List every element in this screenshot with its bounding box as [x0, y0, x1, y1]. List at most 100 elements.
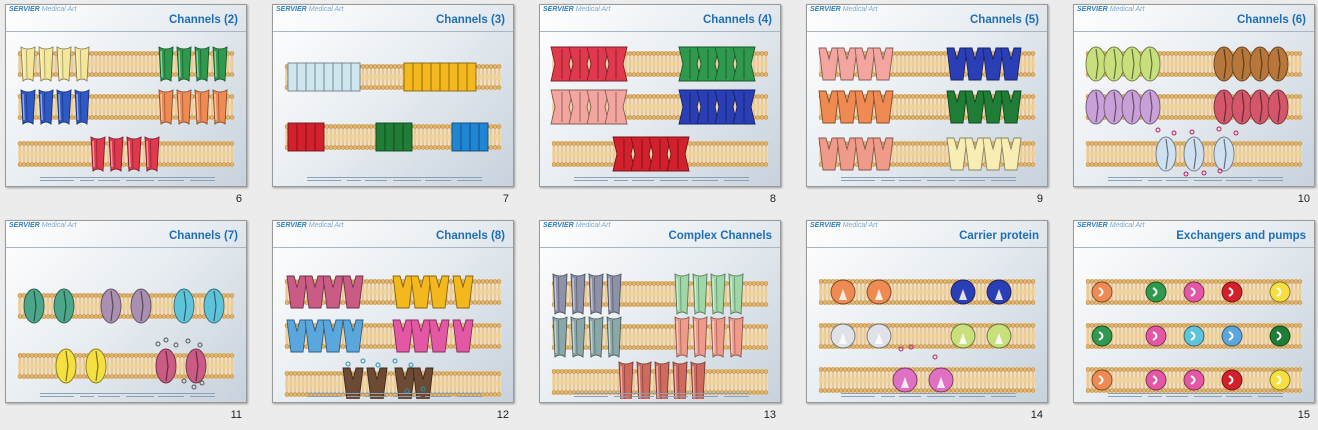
channel-protein: [131, 289, 151, 323]
title-divider: [6, 247, 246, 248]
channel-protein: [1214, 137, 1234, 171]
brand-secondary: Medical Art: [843, 222, 878, 229]
brand-logo: SERVIER Medical Art: [1077, 6, 1144, 13]
slide-footer-text: [40, 177, 215, 183]
channel-protein: [458, 63, 476, 91]
slide-title: Channels (4): [703, 14, 772, 26]
pump-protein: [1092, 326, 1112, 346]
channel-protein: [1214, 47, 1234, 81]
brand-logo: SERVIER Medical Art: [9, 6, 76, 13]
channel-protein: [145, 137, 159, 171]
ion-icon: [1156, 128, 1160, 132]
channel-protein: [21, 47, 35, 81]
slide-footer-text: [574, 177, 749, 183]
ion-icon: [346, 362, 350, 366]
channel-protein: [24, 289, 44, 323]
brand-logo: SERVIER Medical Art: [276, 6, 343, 13]
title-divider: [540, 31, 780, 32]
channel-protein: [729, 274, 743, 314]
slide-number: 14: [1031, 409, 1043, 421]
channel-protein: [440, 63, 458, 91]
brand-logo: SERVIER Medical Art: [810, 6, 877, 13]
channel-protein: [195, 90, 209, 124]
channel-protein: [324, 63, 342, 91]
membrane-illustration: [540, 33, 780, 183]
slide-footer-text: [1108, 393, 1283, 399]
title-divider: [1074, 31, 1314, 32]
pump-protein: [1222, 282, 1242, 302]
membrane-illustration: [807, 33, 1047, 183]
channel-protein: [571, 274, 585, 314]
brand-logo: SERVIER Medical Art: [543, 6, 610, 13]
channel-protein: [1250, 47, 1270, 81]
channel-protein: [729, 317, 743, 357]
channel-protein: [75, 47, 89, 81]
brand-secondary: Medical Art: [843, 6, 878, 13]
slide-footer-text: [307, 177, 482, 183]
brand-primary: SERVIER: [9, 6, 40, 13]
pump-protein: [1184, 326, 1204, 346]
channel-protein: [342, 63, 360, 91]
channel-protein: [75, 90, 89, 124]
slide-number: 12: [497, 409, 509, 421]
carrier-protein: [929, 368, 953, 392]
ion-icon: [376, 363, 380, 367]
channel-protein: [56, 349, 76, 383]
slide-number: 13: [764, 409, 776, 421]
channel-protein: [607, 274, 621, 314]
membrane-illustration: [273, 33, 513, 183]
channel-protein: [101, 289, 121, 323]
brand-secondary: Medical Art: [309, 6, 344, 13]
slide-footer-text: [40, 393, 215, 399]
channel-protein: [177, 90, 191, 124]
channel-protein: [1140, 47, 1160, 81]
channel-protein: [21, 90, 35, 124]
slide-number: 6: [236, 193, 242, 205]
channel-protein: [1156, 137, 1176, 171]
pump-protein: [1270, 326, 1290, 346]
membrane-illustration: [1074, 33, 1314, 183]
carrier-protein: [867, 280, 891, 304]
pump-protein: [1146, 282, 1166, 302]
carrier-protein: [867, 324, 891, 348]
membrane-illustration: [273, 249, 513, 399]
slide-preview[interactable]: SERVIER Medical Art Channels (4): [539, 4, 781, 187]
title-divider: [540, 247, 780, 248]
slide-title: Exchangers and pumps: [1176, 230, 1306, 242]
brand-logo: SERVIER Medical Art: [810, 222, 877, 229]
title-divider: [807, 31, 1047, 32]
ion-icon: [1217, 127, 1221, 131]
channel-protein: [159, 47, 173, 81]
pump-protein: [1146, 326, 1166, 346]
channel-protein: [306, 63, 324, 91]
channel-protein: [1232, 47, 1252, 81]
ion-icon: [198, 343, 202, 347]
channel-protein: [589, 274, 603, 314]
channel-protein: [1268, 90, 1288, 124]
slide-footer-text: [841, 177, 1016, 183]
brand-primary: SERVIER: [276, 6, 307, 13]
channel-protein: [1140, 90, 1160, 124]
brand-primary: SERVIER: [9, 222, 40, 229]
pump-protein: [1146, 370, 1166, 390]
channel-protein: [213, 47, 227, 81]
